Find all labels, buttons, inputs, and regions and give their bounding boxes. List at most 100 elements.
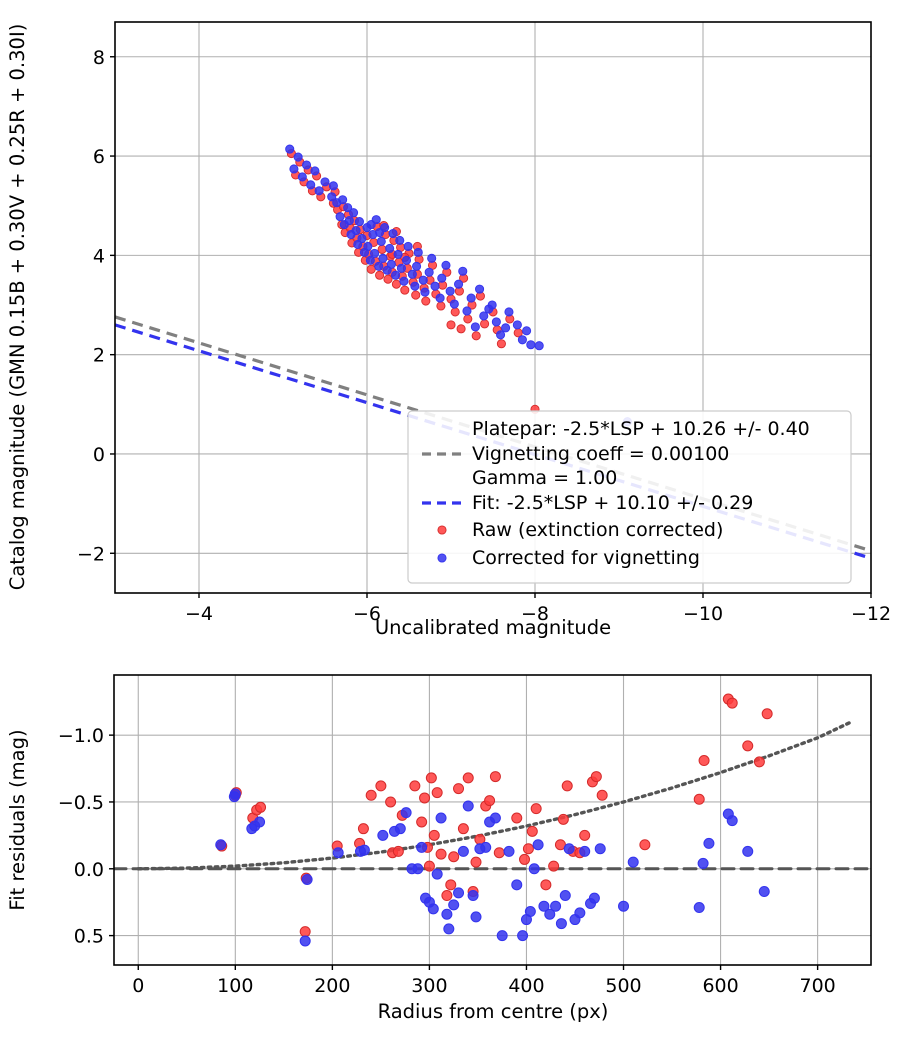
data-point (588, 892, 600, 904)
data-point (430, 281, 440, 291)
data-point (470, 856, 482, 868)
data-point (496, 930, 508, 942)
data-point (550, 900, 562, 912)
data-point (299, 935, 311, 947)
fit-residuals-axes: 0 100 200 300 400 500 600 700 0.5 0.0 −0.5 −1.0 Rad… (6, 674, 872, 1023)
top-tickmarks (110, 56, 872, 598)
trend-line (115, 323, 871, 560)
data-point (639, 839, 651, 851)
data-point (427, 903, 439, 915)
data-point (412, 261, 422, 271)
legend-entry-label: Raw (extinction corrected) (472, 519, 723, 541)
data-point (343, 203, 353, 213)
data-point (431, 787, 443, 799)
data-point (410, 281, 420, 291)
data-point (532, 839, 544, 851)
data-point (391, 270, 401, 280)
top-legend: Platepar: -2.5*LSP + 10.26 +/- 0.40 Vigne… (407, 410, 852, 584)
data-point (412, 863, 424, 875)
data-point (540, 879, 552, 891)
x-tick-label: −12 (851, 603, 891, 625)
data-point (522, 843, 534, 855)
data-point (374, 261, 384, 271)
data-point (462, 800, 474, 812)
y-tick-label: 0.0 (74, 859, 104, 881)
bottom-x-axis-label: Radius from centre (px) (378, 1000, 609, 1023)
data-point (453, 783, 465, 795)
data-point (579, 845, 591, 857)
data-point (377, 829, 389, 841)
data-point (503, 845, 515, 857)
data-point (338, 195, 348, 205)
trend-line (115, 315, 871, 553)
x-tick-label: 0 (132, 975, 144, 997)
data-point (420, 287, 430, 297)
data-point (427, 253, 437, 263)
data-point (375, 780, 387, 792)
data-point (491, 317, 501, 327)
data-point (534, 341, 544, 351)
data-point (407, 269, 417, 279)
data-point (428, 829, 440, 841)
data-point (454, 279, 464, 289)
bottom-axes-frame (113, 674, 872, 966)
data-point (594, 843, 606, 855)
x-tick-label: −10 (683, 603, 723, 625)
data-point (416, 816, 428, 828)
data-point (418, 275, 428, 285)
data-point (526, 825, 538, 837)
data-point (416, 841, 428, 853)
data-point (392, 845, 404, 857)
data-point (538, 900, 550, 912)
data-point (365, 255, 375, 265)
data-point (377, 244, 387, 254)
data-point (301, 873, 313, 885)
bottom-data-series (114, 693, 871, 947)
data-point (441, 260, 451, 270)
data-point (385, 796, 397, 808)
top-x-axis-label: Uncalibrated magnitude (375, 616, 611, 639)
data-point (511, 812, 523, 824)
top-y-axis-label: Catalog magnitude (GMN 0.15B + 0.30V + 0… (6, 24, 29, 591)
x-tick-label: 100 (217, 975, 253, 997)
x-tick-label: 400 (508, 975, 544, 997)
data-point (441, 908, 453, 920)
y-tick-label: −0.5 (58, 792, 104, 814)
legend-dot-swatch (437, 525, 447, 535)
data-point (411, 290, 421, 300)
data-point (590, 771, 602, 783)
y-tick-label: 0.5 (74, 926, 104, 948)
data-point (419, 792, 431, 804)
data-point (462, 772, 474, 784)
data-point (475, 284, 485, 294)
y-tick-label: −2 (77, 543, 105, 565)
data-point (471, 331, 481, 341)
top-data-series (115, 144, 871, 560)
data-point (335, 212, 345, 222)
data-point (458, 266, 468, 276)
data-point (693, 793, 705, 805)
data-point (403, 241, 413, 251)
legend-entry-label: Vignetting coeff = 0.00100 (472, 443, 729, 465)
data-point (579, 829, 591, 841)
data-point (448, 899, 460, 911)
bottom-tick-labels: 0 100 200 300 400 500 600 700 0.5 0.0 −0.5 −1.0 (58, 725, 836, 997)
data-point (370, 248, 380, 258)
data-point (493, 847, 505, 859)
y-tick-label: 8 (93, 47, 105, 69)
y-tick-label: 6 (93, 146, 105, 168)
legend-entry-label: Corrected for vignetting (472, 547, 700, 569)
data-point (425, 772, 437, 784)
data-point (466, 293, 476, 303)
data-point (375, 227, 385, 238)
data-point (289, 164, 299, 174)
data-point (383, 274, 393, 284)
x-tick-label: −6 (353, 603, 381, 625)
data-point (484, 304, 494, 314)
data-point (386, 259, 396, 269)
data-point (443, 923, 455, 935)
data-point (401, 255, 412, 265)
data-point (365, 789, 377, 801)
data-point (363, 241, 373, 251)
